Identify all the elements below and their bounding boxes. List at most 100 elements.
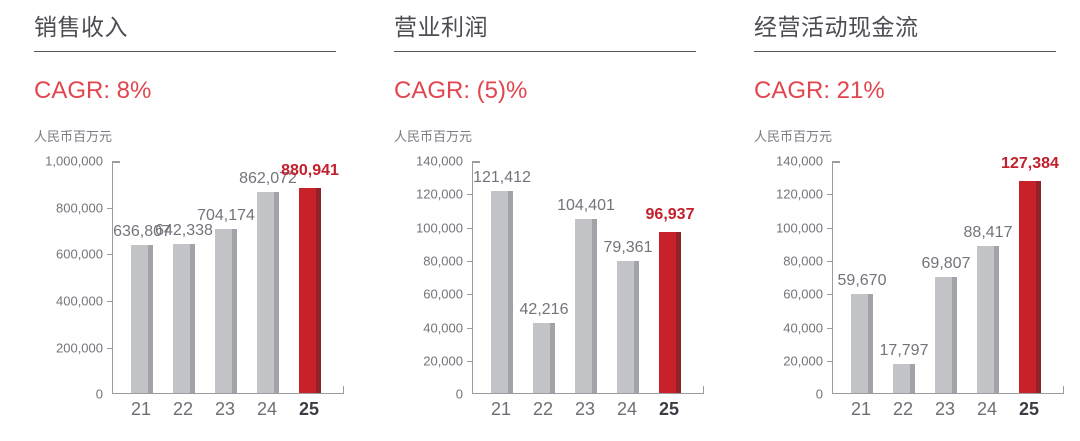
cagr-label-operating-cash-flow: CAGR: 21% — [754, 76, 885, 104]
y-tick-label: 200,000 — [56, 340, 103, 356]
y-tick-mark — [467, 360, 472, 362]
y-tick-label: 100,000 — [776, 220, 823, 236]
y-tick-mark — [827, 227, 832, 229]
value-label-year-22: 17,797 — [879, 341, 929, 359]
chart-title-operating-cash-flow: 经营活动现金流 — [754, 14, 1056, 52]
y-axis-labels: 0 20,000 40,000 60,000 80,000 100,000 120,000 1… — [394, 154, 472, 402]
x-axis-label-year-23: 23 — [214, 399, 236, 420]
chart-sales-revenue: 销售收入 CAGR: 8% 人民币百万元 0 200,000 400,000 600,… — [0, 0, 360, 425]
chart-operating-cash-flow: 经营活动现金流 CAGR: 21% 人民币百万元 0 20,000 40,000 60… — [720, 0, 1080, 425]
y-tick-label: 0 — [455, 386, 463, 402]
financial-charts-panel: 销售收入 CAGR: 8% 人民币百万元 0 200,000 400,000 600,… — [0, 0, 1080, 425]
value-label-year-22: 42,216 — [519, 300, 569, 318]
value-label-year-21: 636,807 — [113, 222, 171, 240]
y-axis-labels: 0 20,000 40,000 60,000 80,000 100,000 120,000 1… — [754, 154, 832, 402]
unit-label-sales-revenue: 人民币百万元 — [34, 129, 113, 145]
plot-area: 636,807 642,338 704,174 862,072 880,941 — [107, 161, 344, 395]
x-axis-label-year-25: 25 — [298, 399, 320, 420]
unit-label-operating-profit: 人民币百万元 — [394, 129, 473, 145]
x-axis-labels: 21 22 23 24 25 — [112, 399, 344, 425]
y-tick-mark — [827, 194, 832, 196]
y-tick-label: 1,000,000 — [45, 153, 103, 169]
x-axis-label-year-23: 23 — [934, 399, 956, 420]
y-tick-label: 80,000 — [783, 253, 823, 269]
y-tick-label: 0 — [815, 386, 823, 402]
y-tick-mark — [107, 207, 112, 209]
x-axis-end-tick — [342, 386, 344, 394]
cagr-label-operating-profit: CAGR: (5)% — [394, 76, 528, 104]
chart-operating-profit: 营业利润 CAGR: (5)% 人民币百万元 0 20,000 40,000 60,0… — [360, 0, 720, 425]
value-label-year-23: 69,807 — [921, 255, 971, 273]
y-axis-top-tick — [113, 161, 120, 163]
value-label-year-21: 121,412 — [473, 169, 531, 187]
y-tick-label: 40,000 — [423, 320, 463, 336]
y-tick-label: 80,000 — [423, 253, 463, 269]
x-axis-label-year-21: 21 — [130, 399, 152, 420]
bar-year-22 — [533, 322, 555, 394]
y-tick-label: 0 — [95, 386, 103, 402]
plot-area: 59,670 17,797 69,807 88,417 127,384 — [827, 155, 1064, 395]
value-label-year-25: 880,941 — [281, 161, 339, 179]
value-label-year-24: 79,361 — [603, 239, 653, 257]
y-tick-mark — [467, 294, 472, 296]
x-axis-label-year-22: 22 — [172, 399, 194, 420]
x-axis-labels: 21 22 23 24 25 — [832, 399, 1064, 425]
value-label-year-21: 59,670 — [837, 271, 887, 289]
bar-year-22 — [893, 363, 915, 394]
y-tick-mark — [827, 294, 832, 296]
y-tick-label: 100,000 — [416, 220, 463, 236]
x-axis-label-year-24: 24 — [616, 399, 638, 420]
x-axis-label-year-25: 25 — [1018, 399, 1040, 420]
y-tick-label: 400,000 — [56, 293, 103, 309]
bar-year-25 — [1019, 181, 1041, 394]
x-axis-label-year-22: 22 — [892, 399, 914, 420]
value-label-year-23: 104,401 — [557, 197, 615, 215]
x-axis-end-tick — [702, 386, 704, 394]
bar-chart-operating-profit: 0 20,000 40,000 60,000 80,000 100,000 120,000 1… — [394, 154, 704, 425]
y-tick-mark — [107, 347, 112, 349]
plot-area: 121,412 42,216 104,401 79,361 96,937 — [467, 161, 704, 395]
bar-chart-sales-revenue: 0 200,000 400,000 600,000 800,000 1,000,000 6… — [34, 154, 344, 425]
bar-year-23 — [935, 277, 957, 394]
value-label-year-24: 862,072 — [239, 170, 297, 188]
y-tick-mark — [107, 300, 112, 302]
value-label-year-24: 88,417 — [963, 224, 1013, 242]
value-label-year-25: 96,937 — [645, 205, 695, 223]
y-tick-mark — [827, 327, 832, 329]
x-axis-labels: 21 22 23 24 25 — [472, 399, 704, 425]
bar-year-23 — [575, 219, 597, 394]
chart-title-sales-revenue: 销售收入 — [34, 14, 336, 52]
y-tick-label: 140,000 — [776, 153, 823, 169]
y-tick-label: 60,000 — [783, 286, 823, 302]
bar-year-21 — [131, 244, 153, 394]
y-tick-label: 20,000 — [783, 353, 823, 369]
y-tick-label: 40,000 — [783, 320, 823, 336]
bar-year-21 — [491, 191, 513, 394]
bar-year-22 — [173, 243, 195, 394]
x-axis-label-year-21: 21 — [490, 399, 512, 420]
y-tick-label: 120,000 — [416, 186, 463, 202]
bar-year-24 — [257, 192, 279, 394]
y-axis-top-tick — [833, 161, 840, 163]
y-tick-mark — [467, 227, 472, 229]
y-tick-label: 20,000 — [423, 353, 463, 369]
value-label-year-25: 127,384 — [1001, 155, 1059, 173]
bar-year-25 — [299, 187, 321, 394]
bar-year-24 — [617, 261, 639, 394]
y-tick-label: 60,000 — [423, 286, 463, 302]
bar-year-23 — [215, 229, 237, 394]
y-tick-mark — [467, 194, 472, 196]
y-tick-label: 600,000 — [56, 246, 103, 262]
y-axis-top-tick — [473, 161, 480, 163]
value-label-year-23: 704,174 — [197, 207, 255, 225]
y-tick-label: 140,000 — [416, 153, 463, 169]
cagr-label-sales-revenue: CAGR: 8% — [34, 76, 152, 104]
y-tick-mark — [827, 261, 832, 263]
y-tick-label: 120,000 — [776, 186, 823, 202]
y-tick-label: 800,000 — [56, 200, 103, 216]
bar-year-24 — [977, 246, 999, 394]
y-tick-mark — [107, 254, 112, 256]
chart-title-operating-profit: 营业利润 — [394, 14, 696, 52]
y-tick-mark — [827, 360, 832, 362]
bar-year-21 — [851, 293, 873, 394]
